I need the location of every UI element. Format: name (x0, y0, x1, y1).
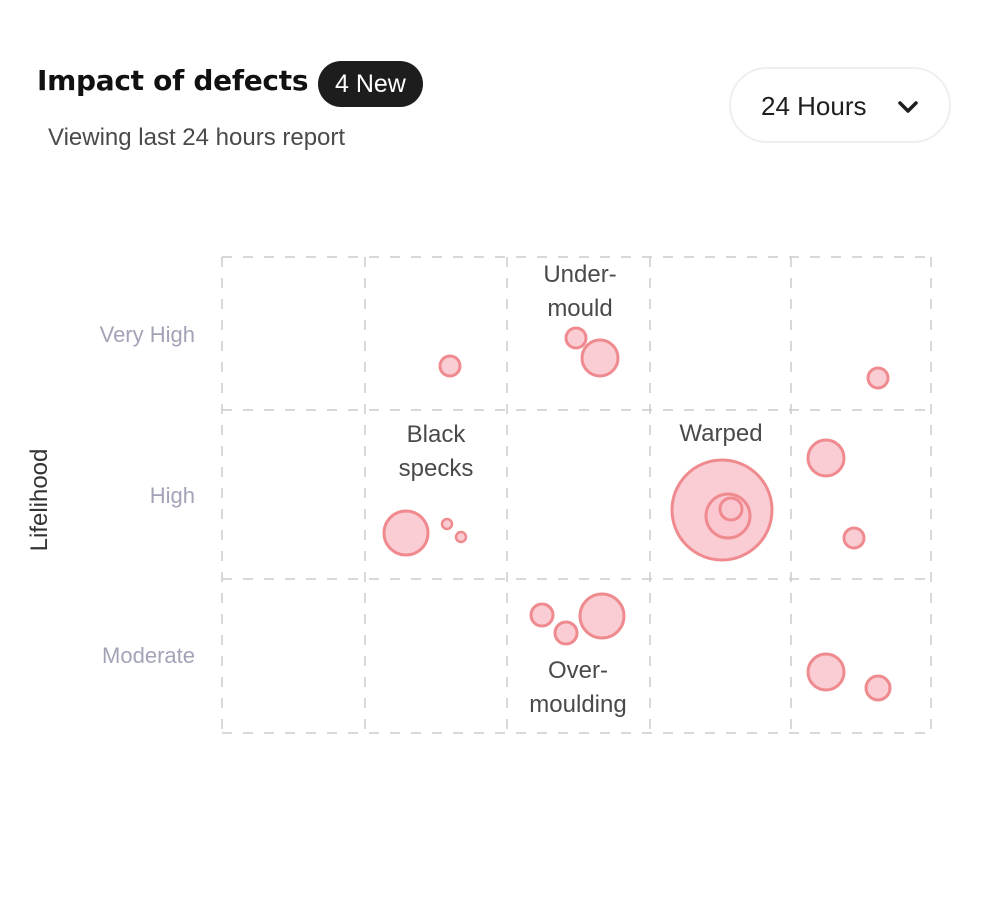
defect-bubble[interactable] (718, 496, 744, 522)
new-count-badge: 4 New (318, 61, 423, 107)
defect-bubble[interactable] (864, 674, 892, 702)
time-range-selected: 24 Hours (761, 91, 867, 121)
defect-bubble[interactable] (842, 526, 866, 550)
defect-bubble[interactable] (564, 326, 588, 350)
y-tick-high: High (149, 483, 195, 508)
category-label-over-moulding: Over- moulding (529, 657, 627, 718)
defect-bubble[interactable] (438, 354, 462, 378)
category-label-black-specks: Black specks (398, 421, 474, 482)
defect-bubble[interactable] (454, 530, 468, 544)
y-tick-moderate: Moderate (102, 643, 195, 668)
defect-bubble[interactable] (382, 509, 430, 557)
y-tick-very-high: Very High (99, 322, 195, 347)
category-label-under-mould: Under- mould (543, 261, 617, 322)
time-range-dropdown[interactable]: 24 Hours (729, 67, 951, 143)
defect-bubble[interactable] (578, 592, 626, 640)
defect-bubble[interactable] (440, 517, 454, 531)
card-subtitle: Viewing last 24 hours report (48, 124, 346, 151)
bubble-layer (382, 326, 892, 702)
defect-bubble[interactable] (866, 366, 890, 390)
defect-bubble[interactable] (553, 620, 579, 646)
defect-bubble[interactable] (529, 602, 555, 628)
y-axis-label: Lifelihood (26, 448, 53, 552)
card-title: Impact of defects (37, 64, 309, 97)
defect-bubble[interactable] (806, 438, 846, 478)
chevron-down-icon (898, 101, 918, 113)
defect-bubble[interactable] (806, 652, 846, 692)
defect-bubble[interactable] (580, 338, 620, 378)
category-label-warped: Warped (679, 420, 763, 447)
